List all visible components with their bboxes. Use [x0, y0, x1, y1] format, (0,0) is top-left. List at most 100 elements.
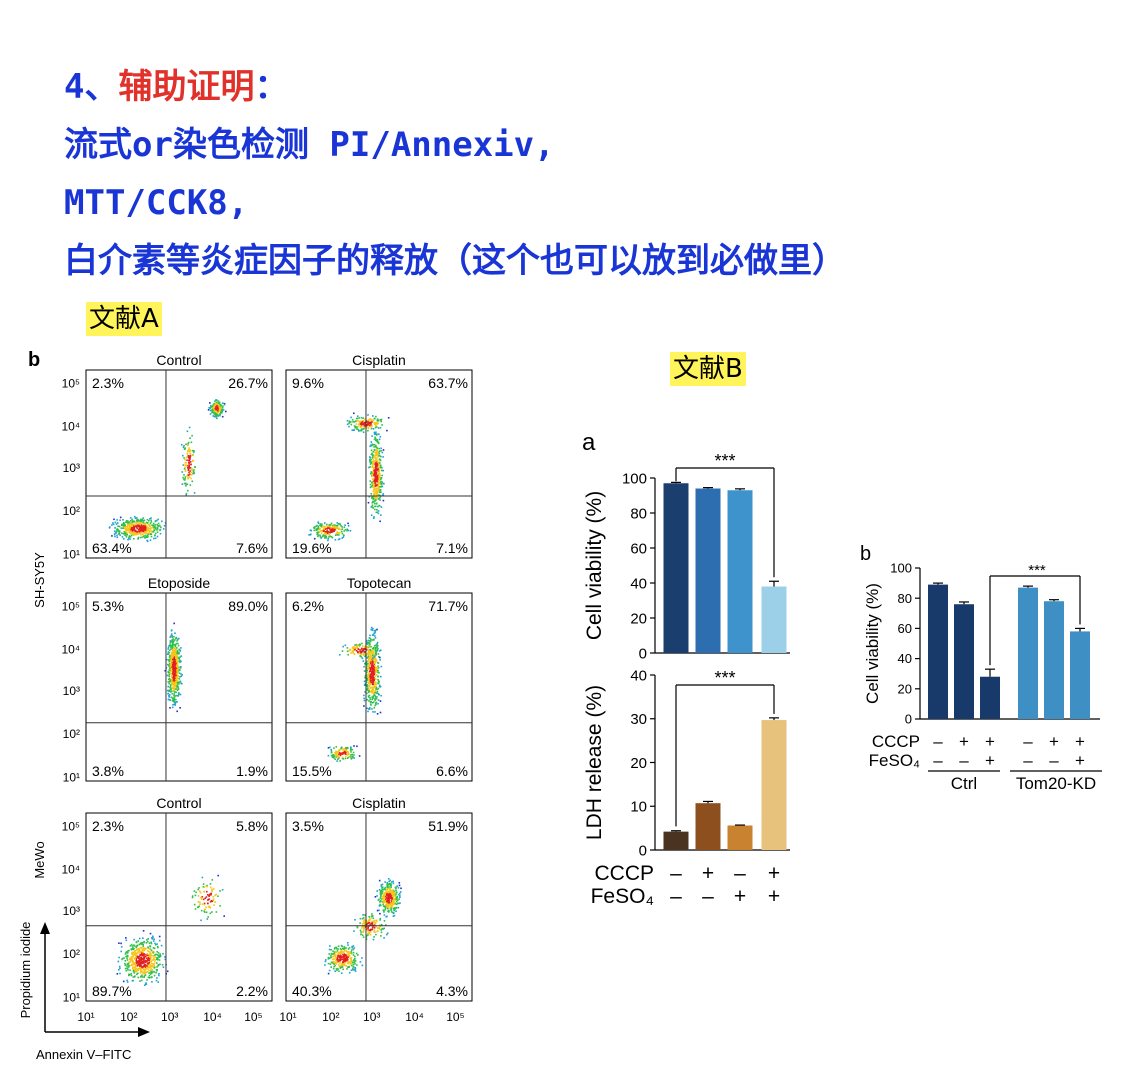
scatter-point: [139, 530, 142, 532]
scatter-point: [369, 422, 371, 425]
scatter-point: [368, 696, 370, 698]
scatter-point: [341, 965, 344, 967]
scatter-point: [363, 923, 366, 925]
scatter-point: [389, 905, 392, 908]
scatter-point: [380, 885, 383, 887]
scatter-point: [355, 423, 358, 425]
scatter-point: [333, 948, 336, 950]
scatter-point: [392, 911, 394, 914]
scatter-point: [374, 508, 376, 511]
scatter-point: [141, 962, 144, 965]
scatter-point: [178, 683, 180, 685]
scatter-point: [348, 421, 351, 424]
scatter-point: [364, 921, 366, 923]
scatter-point: [380, 649, 382, 652]
scatter-point: [195, 891, 197, 894]
scatter-point: [140, 946, 143, 949]
scatter-point: [148, 961, 150, 964]
scatter-point: [144, 964, 147, 966]
scatter-point: [367, 919, 370, 922]
scatter-point: [353, 425, 356, 427]
scatter-point: [173, 667, 176, 670]
scatter-point: [149, 932, 152, 935]
scatter-point: [360, 429, 363, 432]
scatter-point: [353, 647, 355, 650]
condition-sign: +: [985, 732, 995, 751]
scatter-point: [374, 502, 376, 505]
scatter-point: [335, 751, 337, 754]
scatter-point: [174, 649, 176, 651]
scatter-point: [152, 935, 154, 938]
scatter-point: [132, 528, 135, 531]
scatter-point: [359, 652, 361, 654]
scatter-point: [135, 958, 138, 960]
scatter-point: [339, 531, 341, 534]
scatter-point: [211, 889, 213, 892]
scatter-point: [176, 663, 178, 666]
scatter-point: [359, 655, 361, 657]
scatter-point: [363, 647, 366, 650]
scatter-point: [169, 679, 172, 681]
scatter-point: [192, 460, 194, 462]
scatter-point: [151, 968, 154, 971]
scatter-point: [329, 963, 332, 965]
scatter-point: [378, 433, 380, 436]
scatter-point: [327, 956, 330, 959]
scatter-point: [114, 532, 117, 534]
scatter-point: [392, 880, 394, 883]
scatter-point: [336, 751, 338, 754]
scatter-point: [373, 455, 376, 458]
plot-title: Control: [156, 795, 201, 811]
scatter-point: [328, 953, 330, 955]
scatter-point: [138, 523, 140, 526]
scatter-point: [377, 699, 380, 701]
scatter-point: [313, 526, 315, 529]
scatter-point: [132, 966, 134, 968]
scatter-point: [309, 529, 312, 531]
scatter-point: [377, 468, 379, 470]
scatter-point: [374, 451, 376, 454]
scatter-point: [378, 458, 381, 460]
scatter-point: [125, 951, 128, 953]
scatter-point: [213, 415, 216, 418]
scatter-point: [143, 529, 146, 531]
scatter-point: [172, 682, 175, 684]
scatter-point: [130, 523, 133, 525]
scatter-point: [189, 449, 192, 452]
scatter-point: [374, 481, 377, 483]
plot-title: Control: [156, 352, 201, 368]
scatter-point: [395, 903, 398, 905]
scatter-point: [169, 657, 172, 660]
scatter-point: [332, 960, 334, 963]
x-tick-label: 10³: [161, 1010, 178, 1024]
scatter-point: [145, 525, 148, 528]
scatter-point: [212, 899, 215, 902]
scatter-point: [347, 942, 349, 944]
scatter-point: [364, 645, 367, 647]
scatter-point: [216, 413, 219, 416]
scatter-point: [150, 956, 152, 959]
scatter-point: [371, 671, 373, 673]
scatter-point: [376, 690, 379, 693]
scatter-point: [373, 665, 375, 668]
scatter-point: [170, 696, 173, 699]
scatter-point: [354, 427, 356, 429]
scatter-point: [358, 423, 361, 426]
scatter-point: [148, 942, 151, 944]
scatter-point: [218, 409, 221, 411]
scatter-point: [169, 660, 172, 663]
scatter-point: [376, 668, 378, 671]
scatter-point: [219, 905, 221, 907]
scatter-point: [358, 417, 361, 419]
scatter-point: [368, 637, 371, 639]
scatter-point: [351, 946, 354, 949]
scatter-point: [154, 537, 157, 540]
scatter-point: [184, 462, 187, 464]
scatter-point: [376, 670, 378, 673]
scatter-point: [137, 952, 139, 954]
scatter-point: [146, 939, 148, 941]
scatter-point: [135, 964, 137, 966]
scatter-point: [351, 651, 354, 653]
scatter-point: [151, 531, 153, 533]
